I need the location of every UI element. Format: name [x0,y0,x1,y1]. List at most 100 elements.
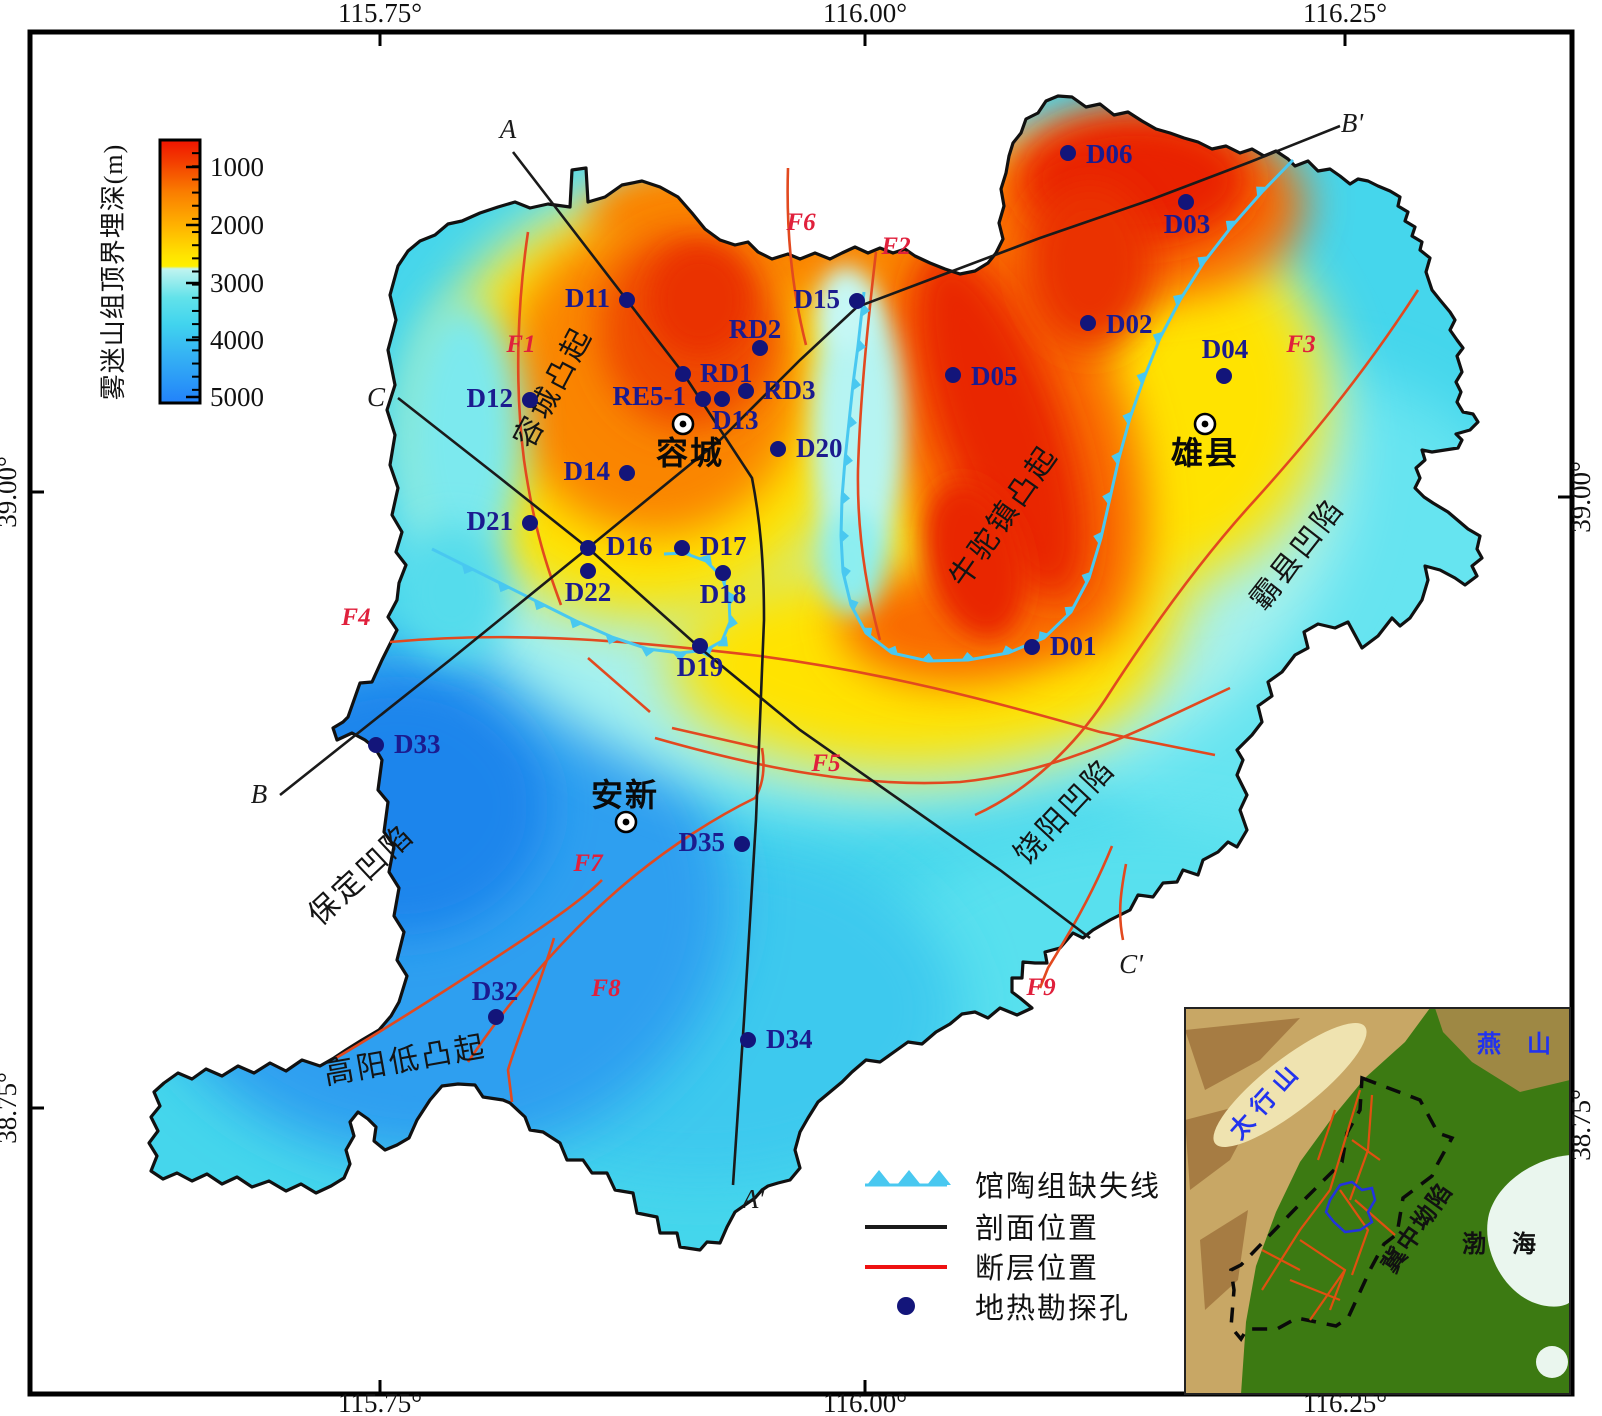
borehole-dot [522,515,538,531]
borehole-dot [715,565,731,581]
city-marker: 安新 [591,777,659,834]
city-marker: 容城 [656,412,724,471]
city-label: 安新 [591,777,659,813]
borehole-label: D06 [1086,139,1133,169]
axis-label-left: 38.75° [0,1072,22,1144]
inset-yanshan-mountains [1435,1008,1570,1092]
axis-label-left: 39.00° [0,456,22,528]
section-labels-layer: A A' B B' C C' [251,108,1365,1214]
borehole-dot [674,540,690,556]
fault-label: F3 [1285,331,1315,358]
fault-label: F1 [505,331,535,358]
fault-line-dash-2 [671,726,761,750]
svg-text:剖面位置: 剖面位置 [975,1212,1099,1245]
inset-label: 渤海 [1462,1230,1562,1258]
borehole-label: D13 [712,405,759,435]
borehole-label: D18 [700,579,747,609]
fault-line-f9 [1038,845,1114,989]
borehole-dot [740,1032,756,1048]
colorbar-tick-label: 1000 [210,152,264,182]
borehole-label: RD3 [763,375,816,405]
borehole-dot [675,366,691,382]
borehole-label: D15 [794,284,841,314]
fault-label: F7 [572,850,604,877]
borehole-label: RE5-1 [613,381,687,411]
borehole-label: D04 [1202,334,1249,364]
fault-line-f6 [786,167,808,346]
borehole-label: D02 [1106,309,1153,339]
section-endpoint-label: B' [1341,108,1364,138]
borehole-dot [734,836,750,852]
colorbar-ticks: 1000 2000 3000 4000 5000 [186,139,264,412]
borehole-label: D35 [679,827,726,857]
axis-label-right: 39.00° [1566,461,1596,533]
map-frame [27,29,1575,1397]
borehole-label: D12 [467,383,514,413]
borehole-label: D20 [796,433,843,463]
boreholes-layer: D06 D03 D02 D04 D05 D15 D11 RD2 RD1 RD3 RE5-1 D13 D2… [368,139,1248,1054]
fault-line-f9b [1118,863,1128,941]
city-label: 容城 [656,435,724,471]
inset-bohai-sea [1487,1155,1570,1307]
fault-line-f5 [654,686,1231,785]
fault-label: F4 [340,604,370,631]
section-endpoint-label: C [367,382,386,412]
borehole-dot [619,465,635,481]
borehole-dot [522,392,538,408]
borehole-dot [695,391,711,407]
borehole-label: D17 [700,531,747,561]
borehole-dot [619,292,635,308]
borehole-dot [1216,368,1232,384]
city-marker: 雄县 [1171,412,1239,471]
borehole-dot [849,293,865,309]
borehole-label: D05 [971,361,1018,391]
fault-label: F6 [785,209,816,236]
fault-label: F2 [880,233,910,260]
svg-text:断层位置: 断层位置 [975,1252,1099,1285]
borehole-label: D03 [1164,209,1211,239]
borehole-dot [368,737,384,753]
colorbar-tick-label: 3000 [210,268,264,298]
inset-study-area-outline [1324,1180,1377,1234]
borehole-label: D34 [766,1024,813,1054]
borehole-label: D22 [565,577,612,607]
fault-line-f8-west [335,879,603,1060]
guantao-line-east [839,158,1295,663]
legend-item-borehole: 地热勘探孔 [897,1292,1128,1325]
borehole-dot [580,540,596,556]
borehole-dot-icon [897,1297,915,1315]
borehole-label: D14 [564,456,611,486]
borehole-dot [1178,194,1194,210]
borehole-label: RD2 [729,314,782,344]
axis-label-bottom: 116.00° [823,1388,907,1416]
section-line-a [511,151,766,1186]
borehole-dot [714,391,730,407]
city-label: 雄县 [1171,435,1239,471]
fault-line-f8-east [506,937,556,1103]
borehole-label: D19 [677,652,724,682]
borehole-label: D01 [1050,631,1097,661]
colorbar-tick-label: 4000 [210,325,264,355]
borehole-label: D21 [467,506,514,536]
axis-label-top: 115.75° [338,0,422,28]
inset-valley-band [1213,1023,1367,1147]
legend: 馆陶组缺失线 剖面位置 断层位置 地热勘探孔 [865,1170,1159,1325]
triangle-line-icon [867,1170,951,1185]
borehole-dot [580,563,596,579]
section-line-c [397,396,1091,940]
section-endpoint-label: C' [1119,949,1144,979]
axis-label-bottom: 115.75° [338,1388,422,1416]
legend-item-section: 剖面位置 [865,1212,1099,1245]
section-endpoint-label: A' [740,1184,765,1214]
borehole-dot [1024,639,1040,655]
borehole-dot [1080,315,1096,331]
borehole-dot [738,383,754,399]
colorbar-gradient [158,138,202,405]
legend-item-guantao: 馆陶组缺失线 [865,1170,1159,1203]
fault-label: F9 [1025,974,1056,1001]
borehole-dot [488,1009,504,1025]
